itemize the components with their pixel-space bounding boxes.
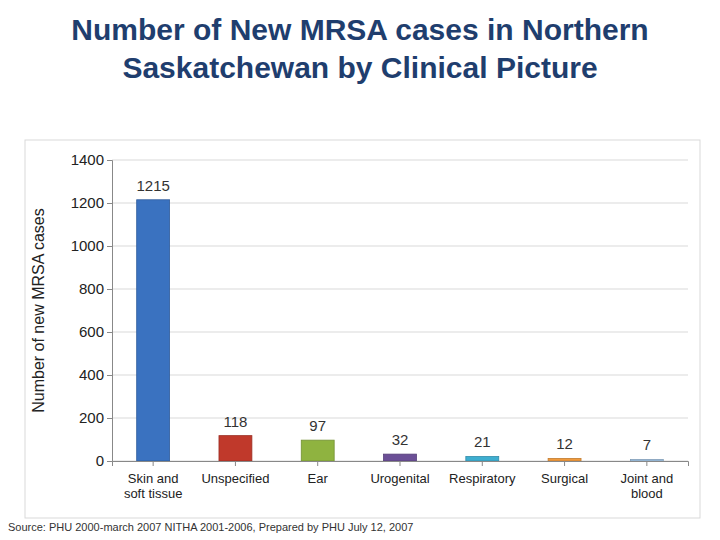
y-axis: 0 200 400 600 800 1000 1200 1400 bbox=[71, 151, 113, 469]
y-tick-label: 1000 bbox=[71, 237, 104, 254]
bar bbox=[219, 436, 252, 461]
y-tick-label: 600 bbox=[79, 323, 104, 340]
data-labels: 1215 118 97 32 21 12 7 bbox=[136, 177, 651, 454]
bar bbox=[301, 440, 334, 461]
data-label: 1215 bbox=[136, 177, 169, 194]
y-tick: 800 bbox=[79, 280, 112, 297]
bar bbox=[384, 454, 417, 461]
y-tick-mark bbox=[107, 203, 112, 204]
chart: Number of New MRSA cases in NorthernSask… bbox=[0, 0, 720, 540]
title: Number of New MRSA cases in NorthernSask… bbox=[71, 13, 648, 84]
x-tick: Joint andblood bbox=[620, 461, 673, 501]
data-label: 32 bbox=[392, 431, 409, 448]
x-axis-line bbox=[113, 462, 689, 467]
data-label: 97 bbox=[309, 417, 326, 434]
x-tick-label: Joint andblood bbox=[620, 471, 673, 501]
x-tick-mark bbox=[235, 461, 236, 466]
x-tick: Respiratory bbox=[449, 461, 516, 486]
y-tick: 1200 bbox=[71, 194, 112, 211]
x-tick: Unspecified bbox=[201, 461, 269, 486]
chart-frame bbox=[25, 140, 700, 518]
data-label: 21 bbox=[474, 433, 491, 450]
y-tick: 1000 bbox=[71, 237, 112, 254]
grid-line bbox=[112, 203, 688, 204]
y-tick-mark bbox=[107, 461, 112, 462]
data-label: 118 bbox=[223, 413, 247, 430]
y-tick-label: 200 bbox=[79, 409, 104, 426]
grid-line bbox=[112, 160, 688, 161]
y-axis-line bbox=[107, 161, 113, 462]
y-tick-label: 800 bbox=[79, 280, 104, 297]
x-tick-mark bbox=[482, 461, 483, 466]
data-label: 7 bbox=[643, 436, 651, 453]
y-tick-mark bbox=[107, 332, 112, 333]
bar bbox=[137, 200, 170, 461]
y-tick-mark bbox=[107, 418, 112, 419]
x-tick-label: Skin andsoft tissue bbox=[124, 471, 183, 501]
x-tick-mark bbox=[317, 461, 318, 466]
x-tick: Skin andsoft tissue bbox=[124, 461, 183, 501]
x-tick-mark bbox=[400, 461, 401, 466]
x-tick-label: Unspecified bbox=[201, 471, 269, 486]
x-tick-mark bbox=[646, 461, 647, 466]
x-tick: Urogenital bbox=[370, 461, 429, 486]
y-tick-label: 1200 bbox=[71, 194, 104, 211]
y-tick-mark bbox=[107, 160, 112, 161]
bar bbox=[548, 458, 581, 461]
grid-line bbox=[112, 289, 688, 290]
grid-line bbox=[112, 375, 688, 376]
bar bbox=[466, 456, 499, 461]
bars bbox=[137, 200, 664, 461]
grid-line bbox=[112, 246, 688, 247]
grid-line bbox=[112, 418, 688, 419]
x-tick-mark bbox=[564, 461, 565, 466]
y-tick: 1400 bbox=[71, 151, 112, 168]
x-tick-label: Ear bbox=[308, 471, 329, 486]
bar bbox=[630, 459, 663, 461]
grid bbox=[112, 160, 688, 461]
y-tick-label: 1400 bbox=[71, 151, 104, 168]
x-tick: Ear bbox=[308, 461, 329, 486]
y-tick-mark bbox=[107, 375, 112, 376]
source-note: Source: PHU 2000-march 2007 NITHA 2001-2… bbox=[8, 521, 413, 533]
x-tick-label: Respiratory bbox=[449, 471, 516, 486]
x-axis: Skin andsoft tissue Unspecified Ear Urogeni… bbox=[113, 461, 689, 501]
y-tick-mark bbox=[107, 289, 112, 290]
x-tick-label: Surgical bbox=[541, 471, 588, 486]
y-tick: 200 bbox=[79, 409, 112, 426]
x-tick-mark bbox=[153, 461, 154, 466]
y-tick: 400 bbox=[79, 366, 112, 383]
x-tick-label: Urogenital bbox=[370, 471, 429, 486]
y-tick-label: 0 bbox=[96, 452, 104, 469]
data-label: 12 bbox=[556, 435, 573, 452]
y-tick-mark bbox=[107, 246, 112, 247]
x-tick: Surgical bbox=[541, 461, 588, 486]
y-tick: 0 bbox=[96, 452, 112, 469]
y-tick: 600 bbox=[79, 323, 112, 340]
y-tick-label: 400 bbox=[79, 366, 104, 383]
grid-line bbox=[112, 332, 688, 333]
y-axis-title: Number of new MRSA cases bbox=[30, 208, 47, 413]
